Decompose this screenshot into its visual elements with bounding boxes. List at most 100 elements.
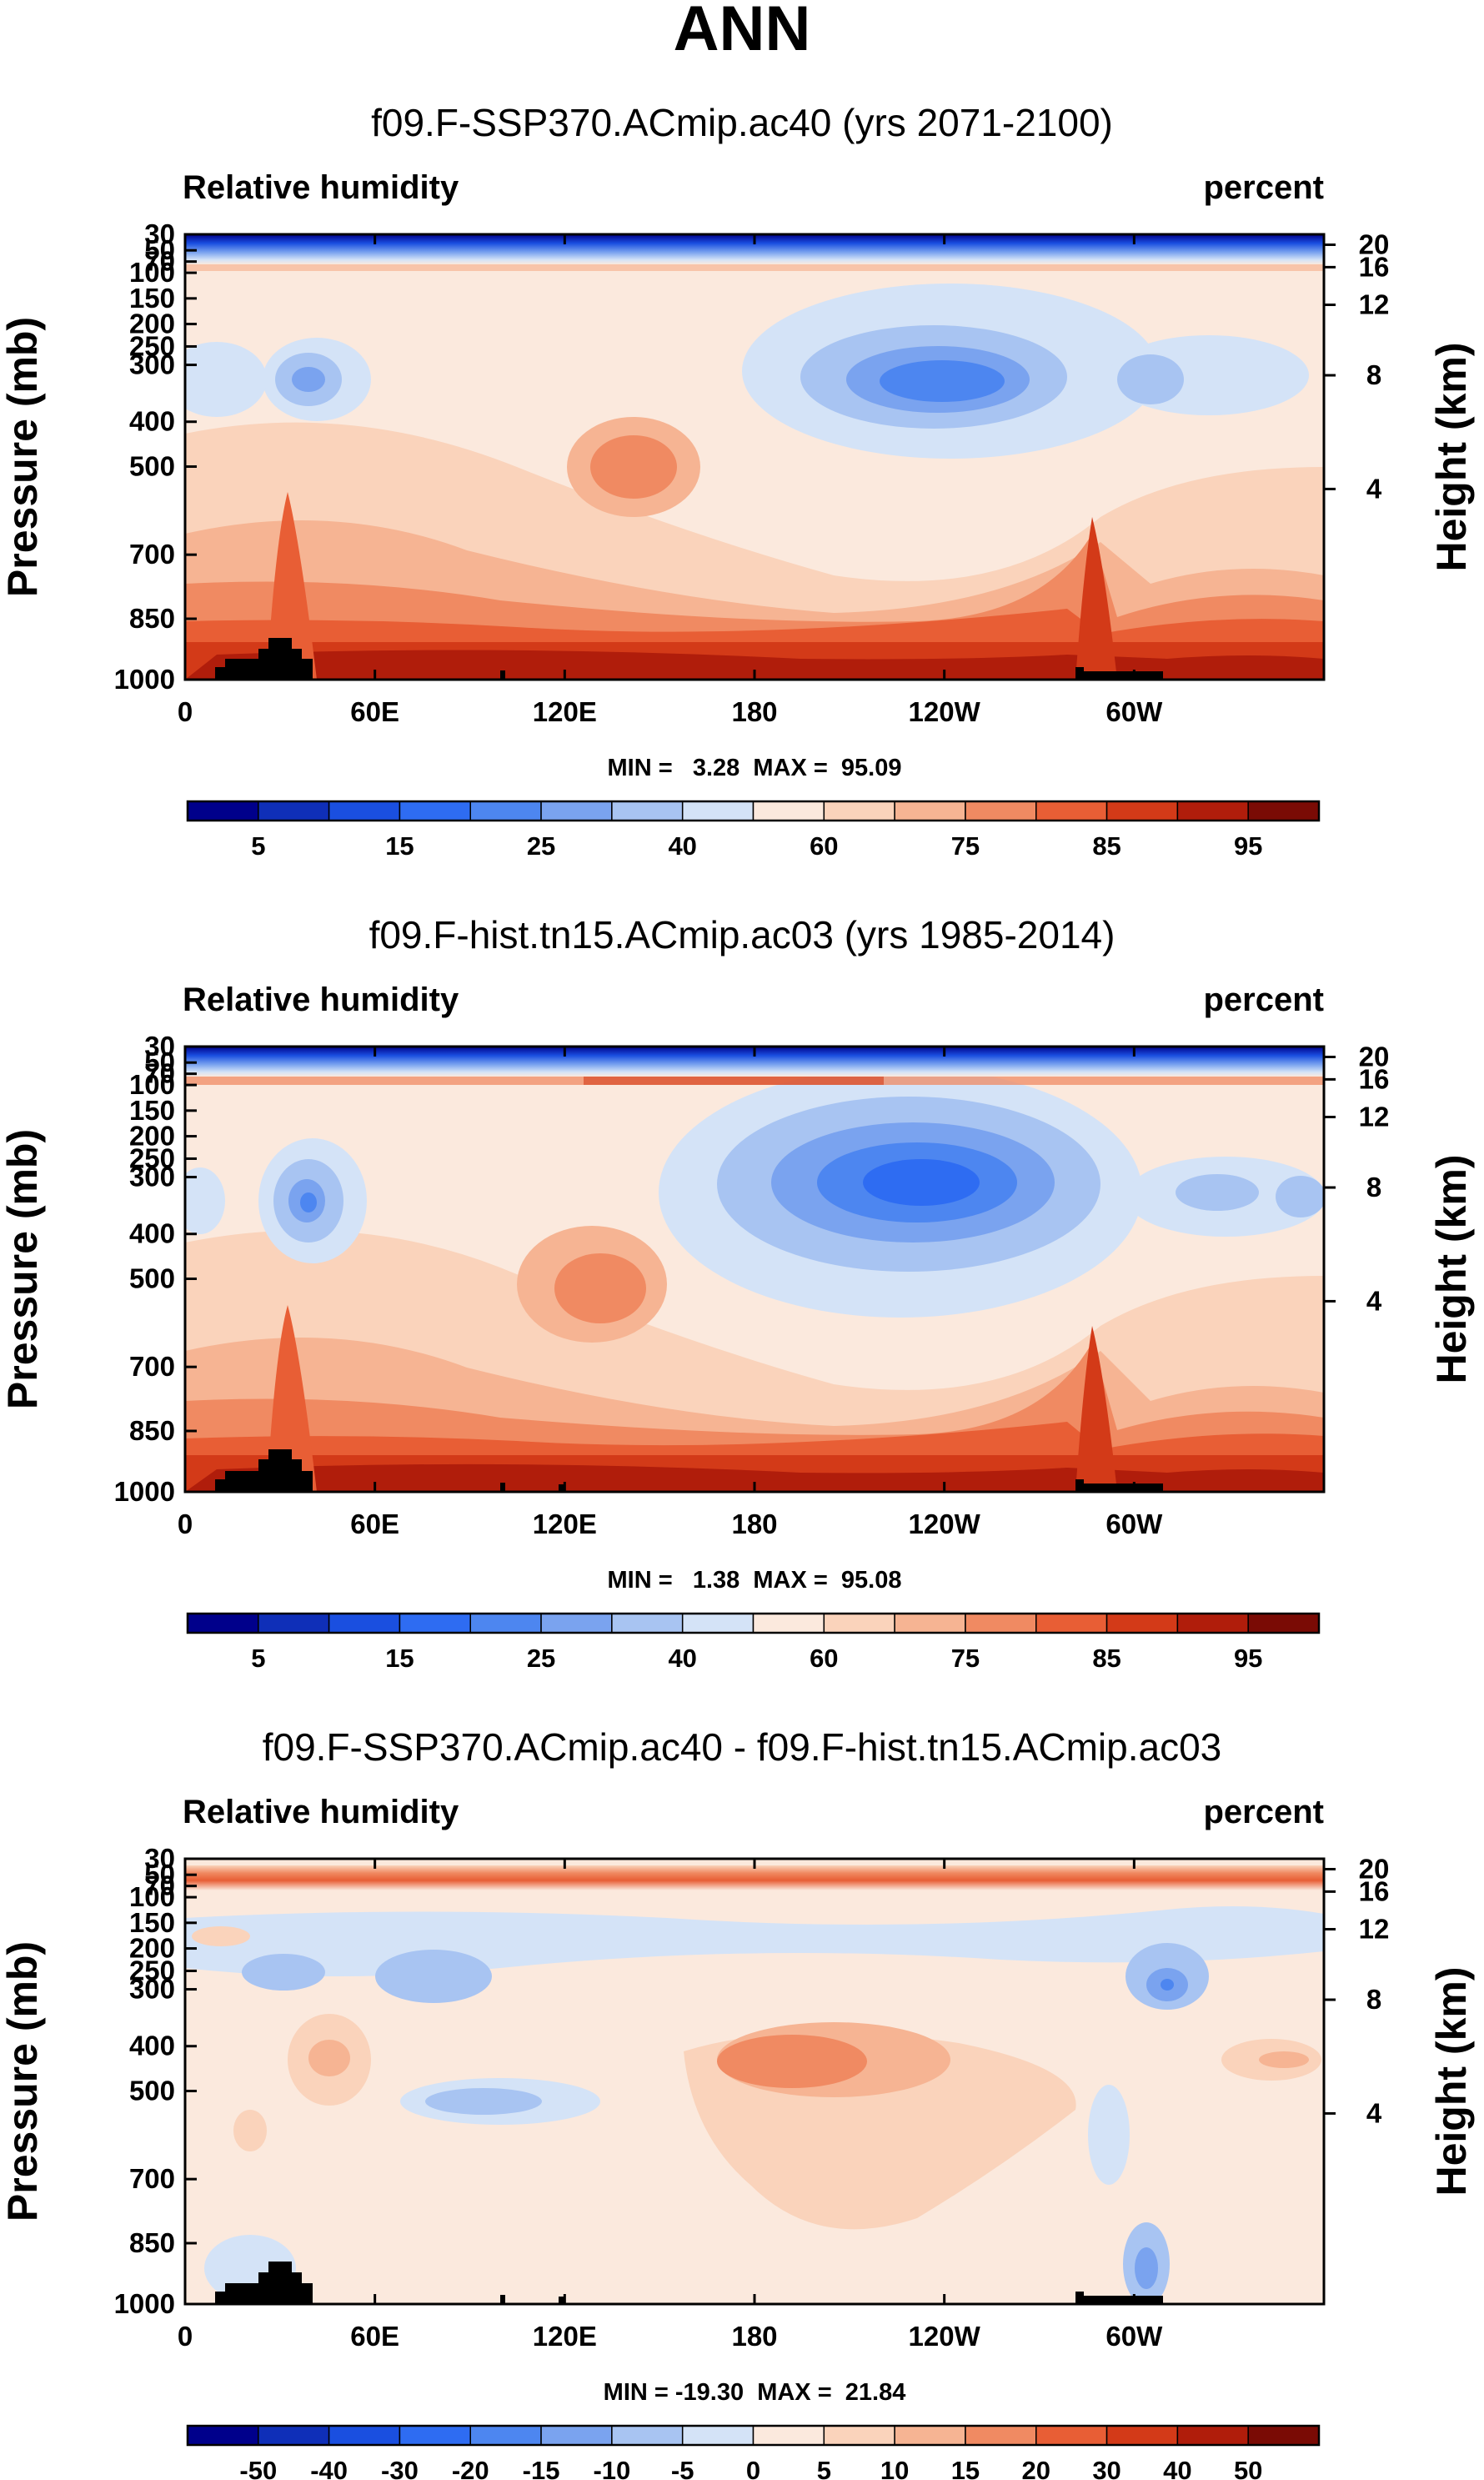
y-right-tick-label: 12: [1359, 1914, 1390, 1945]
y-tick-label: 50: [144, 1047, 175, 1077]
colorbar-swatch: [611, 1613, 684, 1634]
panel-2-minmax: MIN = 1.38 MAX = 95.08: [608, 1567, 902, 1594]
y-right-tick-label: 20: [1359, 1853, 1390, 1884]
y-tick-label: 50: [144, 1859, 175, 1890]
colorbar-label: 30: [1092, 2456, 1121, 2480]
y-tick-label: 300: [129, 1974, 175, 2005]
y-right-tick-label: 16: [1359, 251, 1390, 282]
colorbar-label: 40: [1163, 2456, 1191, 2480]
panel-1-variable-label: Relative humidity: [183, 169, 459, 206]
x-tick-label: 60E: [350, 696, 399, 727]
x-tick-label: 60W: [1105, 1509, 1163, 1539]
colorbar-label: 40: [668, 1644, 696, 1673]
y-tick-label: 700: [129, 539, 175, 570]
colorbar-label: 40: [668, 831, 696, 861]
panel-3-ylabel-right: Height (km): [1428, 1967, 1475, 2196]
colorbar-swatch: [328, 801, 401, 821]
colorbar-label: 5: [817, 2456, 831, 2480]
panel-1-colorbar: 5 15 25 40 60 75 85 95: [186, 800, 1321, 861]
colorbar-frame: [186, 800, 1321, 822]
colorbar-swatch: [894, 801, 966, 821]
y-tick-label: 30: [144, 1031, 175, 1062]
colorbar-label: 60: [810, 831, 838, 861]
panel-1-units-label: percent: [1204, 169, 1325, 206]
colorbar-swatch: [965, 2425, 1037, 2446]
colorbar-label: 15: [385, 1644, 414, 1673]
panel-2: f09.F-hist.tn15.ACmip.ac03 (yrs 1985-201…: [0, 913, 1475, 1673]
x-tick-label: 0: [178, 1509, 193, 1539]
x-tick-label: 0: [178, 2321, 193, 2352]
colorbar-swatch: [1105, 801, 1179, 821]
colorbar-label: 60: [810, 1644, 838, 1673]
y-tick-label: 1000: [114, 664, 175, 695]
colorbar-label: -40: [310, 2456, 348, 2480]
y-right-tick-label: 8: [1366, 359, 1381, 390]
colorbar-swatch: [469, 801, 542, 821]
panel-3-title: f09.F-SSP370.ACmip.ac40 - f09.F-hist.tn1…: [263, 1725, 1222, 1769]
y-tick-label: 200: [129, 1933, 175, 1964]
colorbar-label: -5: [671, 2456, 694, 2480]
colorbar-swatch: [681, 801, 755, 821]
colorbar-swatch: [752, 1613, 825, 1634]
y-tick-label: 700: [129, 1351, 175, 1382]
x-tick-label: 180: [731, 2321, 777, 2352]
y-tick-label: 250: [129, 330, 175, 361]
colorbar-swatch: [1247, 2425, 1320, 2446]
colorbar-swatch: [328, 1613, 401, 1634]
colorbar-swatch: [540, 801, 613, 821]
y-tick-label: 70: [144, 1058, 175, 1089]
colorbar-swatch: [399, 1613, 471, 1634]
colorbar-label: 75: [951, 1644, 980, 1673]
colorbar-swatch: [611, 2425, 684, 2446]
figure-title: ANN: [674, 0, 811, 64]
y-right-tick-label: 4: [1366, 473, 1382, 504]
panel-2-colorbar: 5 15 25 40 60 75 85 95: [186, 1612, 1321, 1673]
colorbar-swatch: [965, 1613, 1037, 1634]
colorbar-swatch: [1247, 1613, 1320, 1634]
y-tick-label: 100: [129, 1881, 175, 1912]
y-tick-label: 1000: [114, 1476, 175, 1507]
panel-3-field: [185, 1859, 1324, 2304]
colorbar-label: 75: [951, 831, 980, 861]
y-tick-label: 500: [129, 451, 175, 482]
y-tick-label: 200: [129, 1121, 175, 1152]
y-tick-label: 400: [129, 406, 175, 437]
panel-3-units-label: percent: [1204, 1794, 1325, 1830]
y-tick-label: 150: [129, 283, 175, 314]
colorbar-label: 20: [1022, 2456, 1050, 2480]
colorbar-swatch: [823, 801, 895, 821]
y-right-tick-label: 8: [1366, 1984, 1381, 2015]
panel-2-field: [185, 1047, 1324, 1492]
colorbar-label: 85: [1092, 831, 1121, 861]
colorbar-swatch: [611, 801, 684, 821]
panel-3-colorbar: -50 -40 -30 -20 -15 -10 -5 0 5 10 15 20 30 40 50: [186, 2424, 1321, 2480]
colorbar-swatch: [399, 2425, 471, 2446]
y-tick-label: 850: [129, 2227, 175, 2258]
colorbar-swatch: [469, 1613, 542, 1634]
y-tick-label: 700: [129, 2163, 175, 2194]
panel-1-minmax: MIN = 3.28 MAX = 95.09: [608, 755, 902, 781]
x-tick-label: 120E: [533, 2321, 597, 2352]
colorbar-swatch: [894, 2425, 966, 2446]
y-tick-label: 300: [129, 1162, 175, 1192]
panel-1-ylabel-right: Height (km): [1428, 343, 1475, 572]
colorbar-swatch: [540, 1613, 613, 1634]
panel-1-field: [185, 234, 1324, 680]
y-tick-label: 50: [144, 234, 175, 265]
y-tick-label: 70: [144, 1870, 175, 1901]
y-tick-label: 250: [129, 1142, 175, 1173]
panel-2-ylabel-right: Height (km): [1428, 1155, 1475, 1384]
colorbar-swatch: [469, 2425, 542, 2446]
y-tick-label: 500: [129, 1263, 175, 1294]
panel-3-minmax: MIN = -19.30 MAX = 21.84: [604, 2379, 906, 2406]
y-right-tick-label: 16: [1359, 1063, 1390, 1094]
y-tick-label: 150: [129, 1907, 175, 1938]
y-tick-label: 400: [129, 1218, 175, 1249]
colorbar-swatch: [1247, 801, 1320, 821]
y-tick-label: 70: [144, 246, 175, 277]
colorbar-swatch: [1105, 2425, 1179, 2446]
colorbar-label: 15: [385, 831, 414, 861]
colorbar-swatch: [1035, 801, 1108, 821]
